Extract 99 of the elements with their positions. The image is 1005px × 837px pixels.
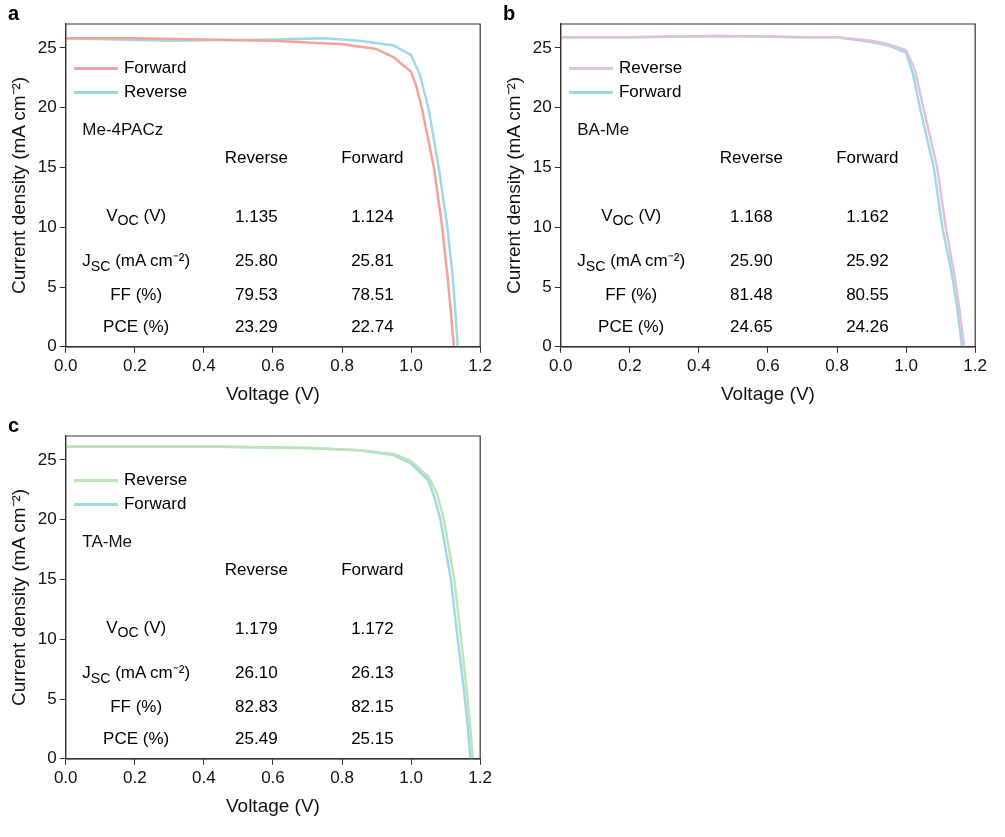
y-tick-label: 15 [37, 157, 57, 177]
y-tick-label: 10 [532, 216, 552, 236]
annotation: 82.83 [235, 697, 278, 718]
annotation: 82.15 [351, 697, 394, 718]
y-tick-label: 5 [47, 276, 57, 296]
annotation: 1.168 [730, 207, 773, 228]
y-tick-label: 10 [37, 216, 57, 236]
annotation: 1.179 [235, 619, 278, 640]
x-tick-label: 0.2 [122, 355, 147, 375]
annotation: J$_{SC}$ (mA cm⁻²) [82, 249, 191, 274]
annotation: 26.13 [351, 662, 394, 683]
annotation: 25.81 [351, 250, 394, 271]
annotation: Reverse [224, 559, 289, 580]
x-tick-label: 0.8 [330, 767, 354, 787]
annotation: 25.92 [846, 250, 889, 271]
y-axis-title: Current density (mA cm⁻²) [7, 76, 29, 294]
annotation: 25.15 [351, 729, 394, 750]
annotation: FF (%) [110, 697, 163, 718]
legend-label: Reverse [123, 470, 188, 491]
y-tick-label: 25 [532, 37, 552, 57]
y-tick-label: 0 [47, 748, 57, 768]
annotation: V$_{OC}$ (V) [106, 617, 167, 641]
chart-title: b [503, 2, 516, 25]
y-tick-label: 15 [37, 569, 57, 589]
annotation: 80.55 [846, 285, 889, 306]
x-tick-label: 0.0 [548, 355, 573, 375]
y-tick-label: 25 [37, 37, 57, 57]
x-axis-title: Voltage (V) [720, 382, 815, 404]
annotation: 81.48 [730, 285, 773, 306]
annotation: J$_{SC}$ (mA cm⁻²) [577, 249, 686, 274]
annotation: Me-4PACz [82, 119, 164, 139]
annotation: 23.29 [235, 317, 278, 338]
annotation: 1.162 [846, 207, 889, 228]
annotation: Reverse [224, 147, 289, 168]
legend-label: Forward [123, 494, 187, 515]
annotation: 78.51 [351, 285, 394, 306]
annotation: Forward [341, 147, 404, 168]
annotation: 25.90 [730, 250, 773, 271]
annotation: Forward [836, 147, 899, 168]
x-tick-label: 0.2 [122, 767, 147, 787]
y-tick-label: 20 [37, 97, 57, 117]
x-tick-label: 1.0 [894, 355, 918, 375]
annotation: PCE (%) [598, 317, 665, 338]
x-tick-label: 0.8 [825, 355, 849, 375]
annotation: FF (%) [110, 285, 163, 306]
x-tick-label: 0.6 [756, 355, 780, 375]
x-tick-label: 0.4 [192, 767, 216, 787]
x-tick-label: 0.6 [261, 355, 285, 375]
annotation: 25.49 [235, 729, 278, 750]
y-tick-label: 5 [542, 276, 552, 296]
y-tick-label: 25 [37, 449, 57, 469]
y-tick-label: 0 [47, 336, 57, 356]
annotation: V$_{OC}$ (V) [601, 205, 662, 229]
legend-label: Forward [618, 82, 682, 103]
annotation: 24.26 [846, 317, 889, 338]
legend-label: Forward [123, 58, 187, 79]
x-tick-label: 0.4 [687, 355, 711, 375]
y-axis-title: Current density (mA cm⁻²) [502, 76, 524, 294]
x-tick-label: 1.2 [468, 355, 492, 375]
annotation: 79.53 [235, 285, 278, 306]
y-tick-label: 20 [37, 509, 57, 529]
x-tick-label: 1.0 [399, 767, 423, 787]
annotation: TA-Me [82, 531, 133, 551]
x-tick-label: 1.0 [399, 355, 423, 375]
y-tick-label: 5 [47, 688, 57, 708]
y-tick-label: 0 [542, 336, 552, 356]
annotation: 1.172 [351, 619, 394, 640]
annotation: 25.80 [235, 250, 278, 271]
x-axis-title: Voltage (V) [225, 794, 320, 816]
annotation: PCE (%) [103, 729, 170, 750]
x-axis-title: Voltage (V) [225, 382, 320, 404]
x-tick-label: 1.2 [468, 767, 492, 787]
chart-title: c [8, 414, 20, 437]
annotation: 24.65 [730, 317, 773, 338]
annotation: Reverse [719, 147, 784, 168]
x-tick-label: 1.2 [963, 355, 987, 375]
x-tick-label: 0.0 [53, 767, 78, 787]
annotation: FF (%) [605, 285, 658, 306]
legend-label: Reverse [123, 82, 188, 103]
annotation: J$_{SC}$ (mA cm⁻²) [82, 661, 191, 686]
y-axis-title: Current density (mA cm⁻²) [7, 488, 29, 706]
chart-title: a [8, 2, 20, 25]
y-tick-label: 15 [532, 157, 552, 177]
annotation: PCE (%) [103, 317, 170, 338]
x-tick-label: 0.8 [330, 355, 354, 375]
annotation: BA-Me [577, 119, 630, 139]
y-tick-label: 10 [37, 628, 57, 648]
annotation: 1.135 [235, 207, 278, 228]
legend-label: Reverse [618, 58, 683, 79]
y-tick-label: 20 [532, 97, 552, 117]
x-tick-label: 0.2 [617, 355, 642, 375]
annotation: Forward [341, 559, 404, 580]
annotation: 26.10 [235, 662, 278, 683]
x-tick-label: 0.0 [53, 355, 78, 375]
annotation: V$_{OC}$ (V) [106, 205, 167, 229]
annotation: 22.74 [351, 317, 394, 338]
x-tick-label: 0.6 [261, 767, 285, 787]
annotation: 1.124 [351, 207, 394, 228]
x-tick-label: 0.4 [192, 355, 216, 375]
